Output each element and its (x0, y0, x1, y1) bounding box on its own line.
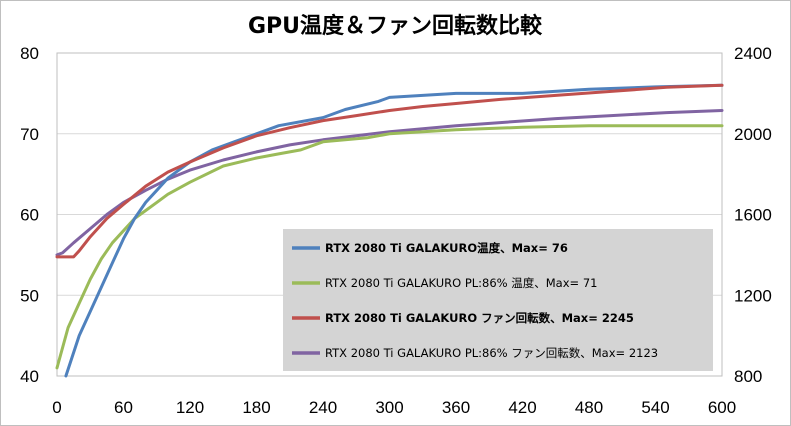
y2-tick-label: 800 (734, 367, 762, 386)
y-tick-label: 80 (20, 44, 39, 63)
y2-tick-label: 2400 (734, 44, 772, 63)
y-tick-label: 40 (20, 367, 39, 386)
legend-label: RTX 2080 Ti GALAKURO PL:86% ファン回転数、Max= … (325, 346, 658, 360)
axis-labels: 0 60 120 180 240 300 360 420 480 540 600 40 50 60 70 80… (20, 44, 772, 417)
plot-border (56, 52, 723, 377)
y-tick-label: 50 (20, 286, 39, 305)
x-tick-label: 60 (114, 398, 133, 417)
legend-box (283, 229, 713, 371)
legend-label: RTX 2080 Ti GALAKURO PL:86% 温度、Max= 71 (325, 276, 597, 290)
series-line-4 (55, 109, 724, 257)
x-tick-label: 480 (575, 398, 603, 417)
series-lines (55, 83, 724, 378)
y2-tick-label: 2000 (734, 125, 772, 144)
series-line-2 (55, 124, 724, 370)
legend-label: RTX 2080 Ti GALAKURO温度、Max= 76 (325, 241, 568, 255)
y-tick-label: 60 (20, 206, 39, 225)
x-tick-label: 360 (442, 398, 470, 417)
chart-title: GPU温度＆ファン回転数比較 (248, 13, 543, 39)
x-tick-label: 0 (52, 398, 61, 417)
y-tick-label: 70 (20, 125, 39, 144)
x-tick-label: 300 (375, 398, 403, 417)
x-tick-label: 120 (176, 398, 204, 417)
legend-label: RTX 2080 Ti GALAKURO ファン回転数、Max= 2245 (325, 311, 634, 325)
x-tick-label: 180 (242, 398, 270, 417)
plot-area (56, 52, 723, 377)
x-tick-label: 240 (309, 398, 337, 417)
series-line-3 (55, 83, 724, 259)
x-tick-label: 600 (708, 398, 736, 417)
x-tick-label: 540 (641, 398, 669, 417)
series-line-1 (64, 83, 724, 378)
legend: RTX 2080 Ti GALAKURO温度、Max= 76 RTX 2080 T… (283, 229, 713, 371)
y2-tick-label: 1600 (734, 206, 772, 225)
x-tick-label: 420 (508, 398, 536, 417)
y2-tick-label: 1200 (734, 286, 772, 305)
